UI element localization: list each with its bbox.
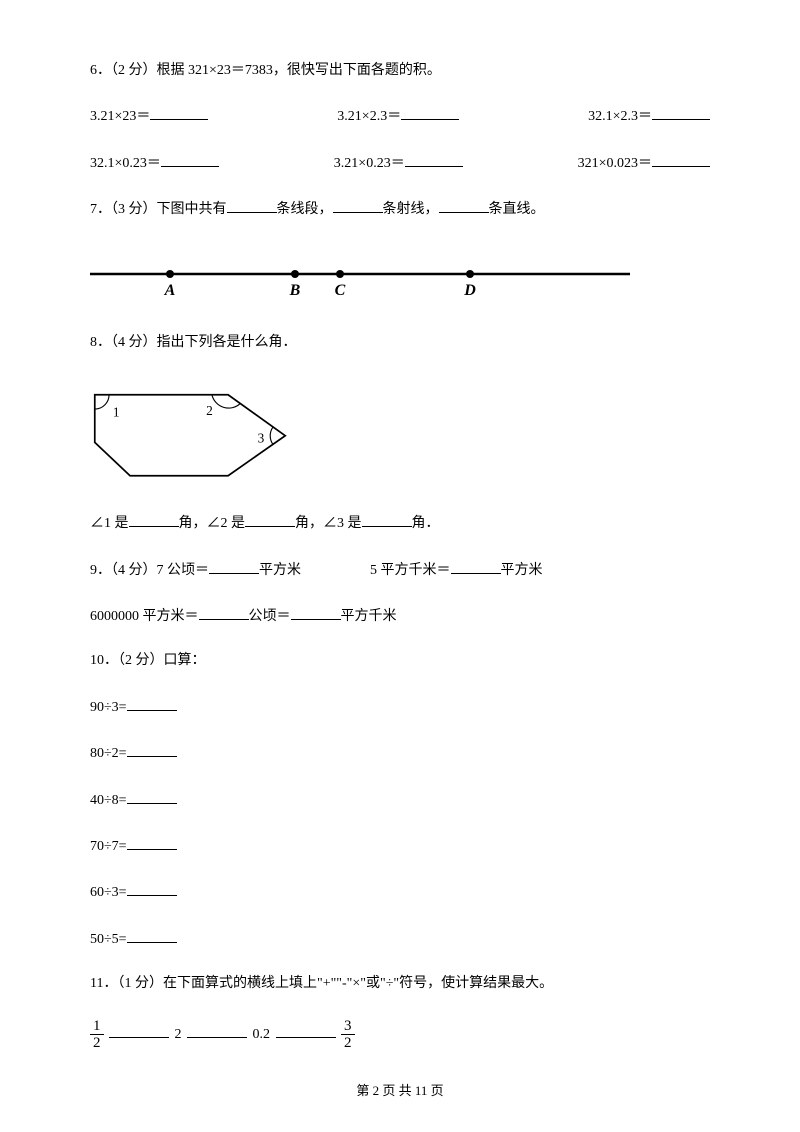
- angle-label-2: 2: [206, 403, 213, 418]
- q6-row1: 3.21×23＝ 3.21×2.3＝ 32.1×2.3＝: [90, 104, 710, 128]
- q10-item: 90÷3=: [90, 695, 710, 719]
- q6-item: 32.1×2.3＝: [588, 104, 710, 128]
- blank[interactable]: [209, 558, 259, 574]
- point-label-c: C: [335, 282, 346, 299]
- q6-item: 3.21×0.23＝: [334, 151, 463, 175]
- blank[interactable]: [129, 511, 179, 527]
- question-8-stem: 8．（4 分）指出下列各是什么角．: [90, 332, 710, 354]
- blank[interactable]: [362, 511, 412, 527]
- angle-label-1: 1: [113, 405, 120, 420]
- blank[interactable]: [127, 788, 177, 804]
- q10-item: 40÷8=: [90, 788, 710, 812]
- q10-item: 80÷2=: [90, 741, 710, 765]
- page-footer: 第 2 页 共 11 页: [0, 1081, 800, 1102]
- fraction-2: 32: [341, 1018, 355, 1052]
- angle-label-3: 3: [258, 431, 265, 446]
- blank[interactable]: [161, 151, 219, 167]
- blank[interactable]: [127, 695, 177, 711]
- blank[interactable]: [652, 104, 710, 120]
- fraction-1: 12: [90, 1018, 104, 1052]
- q10-item: 70÷7=: [90, 834, 710, 858]
- blank[interactable]: [127, 927, 177, 943]
- blank[interactable]: [405, 151, 463, 167]
- blank[interactable]: [439, 197, 489, 213]
- q6-stem: 6．（2 分）根据 321×23＝7383，很快写出下面各题的积。: [90, 60, 710, 82]
- blank[interactable]: [150, 104, 208, 120]
- q6-item: 32.1×0.23＝: [90, 151, 219, 175]
- point-label-a: A: [164, 282, 176, 299]
- q9-part2: 5 平方千米＝平方米: [370, 558, 543, 582]
- blank[interactable]: [127, 741, 177, 757]
- q6-item: 3.21×2.3＝: [337, 104, 459, 128]
- blank[interactable]: [187, 1022, 247, 1038]
- question-6: 6．（2 分）根据 321×23＝7383，很快写出下面各题的积。: [90, 60, 710, 82]
- blank[interactable]: [245, 511, 295, 527]
- q6-row2: 32.1×0.23＝ 3.21×0.23＝ 321×0.023＝: [90, 151, 710, 175]
- q10-item: 60÷3=: [90, 880, 710, 904]
- q10-item: 50÷5=: [90, 927, 710, 951]
- point-label-b: B: [289, 282, 301, 299]
- blank[interactable]: [401, 104, 459, 120]
- blank[interactable]: [127, 834, 177, 850]
- q6-item: 3.21×23＝: [90, 104, 208, 128]
- blank[interactable]: [127, 880, 177, 896]
- question-11-stem: 11．（1 分）在下面算式的横线上填上"+""-"×"或"÷"符号，使计算结果最…: [90, 973, 710, 995]
- blank[interactable]: [451, 558, 501, 574]
- question-9-line2: 6000000 平方米＝公顷＝平方千米: [90, 604, 710, 628]
- q6-item: 321×0.023＝: [578, 151, 710, 175]
- blank[interactable]: [227, 197, 277, 213]
- point-label-d: D: [463, 282, 476, 299]
- q9-part1: 9．（4 分）7 公顷＝平方米: [90, 558, 370, 582]
- q11-expression: 12 2 0.2 32: [90, 1018, 710, 1052]
- blank[interactable]: [109, 1022, 169, 1038]
- blank[interactable]: [199, 604, 249, 620]
- blank[interactable]: [652, 151, 710, 167]
- question-10-stem: 10．（2 分）口算：: [90, 650, 710, 672]
- question-7: 7．（3 分）下图中共有条线段，条射线，条直线。: [90, 197, 710, 221]
- blank[interactable]: [276, 1022, 336, 1038]
- q7-line-figure: A B C D: [90, 262, 630, 302]
- blank[interactable]: [333, 197, 383, 213]
- question-9-line1: 9．（4 分）7 公顷＝平方米 5 平方千米＝平方米: [90, 558, 710, 582]
- q8-angle-figure: 1 2 3: [90, 390, 290, 480]
- blank[interactable]: [291, 604, 341, 620]
- q8-answer-line: ∠1 是角，∠2 是角，∠3 是角．: [90, 511, 710, 535]
